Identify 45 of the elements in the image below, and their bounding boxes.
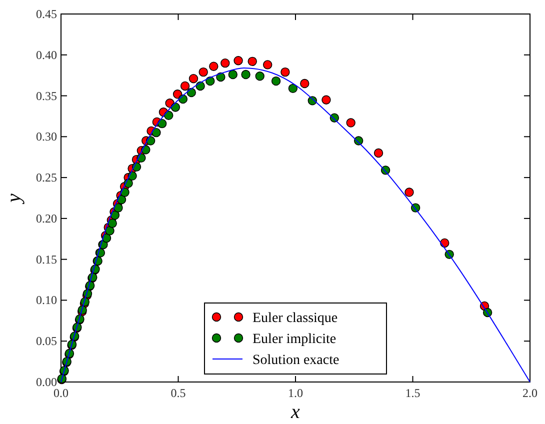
point [346, 118, 356, 128]
legend-label: Solution exacte [252, 353, 340, 368]
x-axis-title: x [290, 401, 300, 423]
point [280, 67, 290, 77]
x-tick-label: 0.0 [54, 386, 68, 400]
x-tick-label: 1.5 [405, 386, 420, 400]
y-tick-label: 0.05 [36, 334, 57, 348]
point [374, 148, 384, 158]
point [198, 67, 208, 77]
y-tick-label: 0.30 [36, 130, 57, 144]
point [114, 203, 123, 212]
point [188, 74, 198, 84]
point [241, 70, 250, 80]
legend-label: Euler classique [252, 311, 338, 326]
point [180, 81, 190, 91]
point [255, 72, 264, 81]
point [209, 62, 218, 71]
x-tick-label: 0.5 [170, 386, 186, 400]
y-tick-label: 0.15 [36, 252, 57, 266]
point [170, 102, 180, 112]
y-tick-label: 0.45 [36, 7, 57, 21]
point [262, 60, 272, 70]
point [220, 58, 230, 68]
point [248, 56, 257, 66]
point [322, 95, 331, 104]
point [152, 128, 161, 138]
point [157, 118, 167, 128]
point [234, 56, 243, 66]
y-tick-label: 0.25 [36, 170, 57, 185]
y-tick-label: 0.35 [36, 88, 57, 103]
legend-label: Euler implicite [252, 332, 336, 347]
point [288, 84, 298, 94]
point [404, 188, 414, 197]
point [300, 78, 310, 88]
y-axis-title: y [3, 193, 25, 204]
point [108, 218, 117, 228]
y-tick-label: 0.40 [36, 48, 57, 62]
y-tick-label: 0.20 [36, 211, 57, 226]
point [164, 110, 174, 120]
x-tick-label: 2.0 [522, 386, 538, 400]
y-tick-label: 0.10 [36, 293, 57, 308]
x-tick-label: 1.0 [288, 386, 303, 400]
point [271, 76, 281, 86]
y-tick-label: 0.00 [36, 375, 57, 389]
point [228, 70, 238, 80]
